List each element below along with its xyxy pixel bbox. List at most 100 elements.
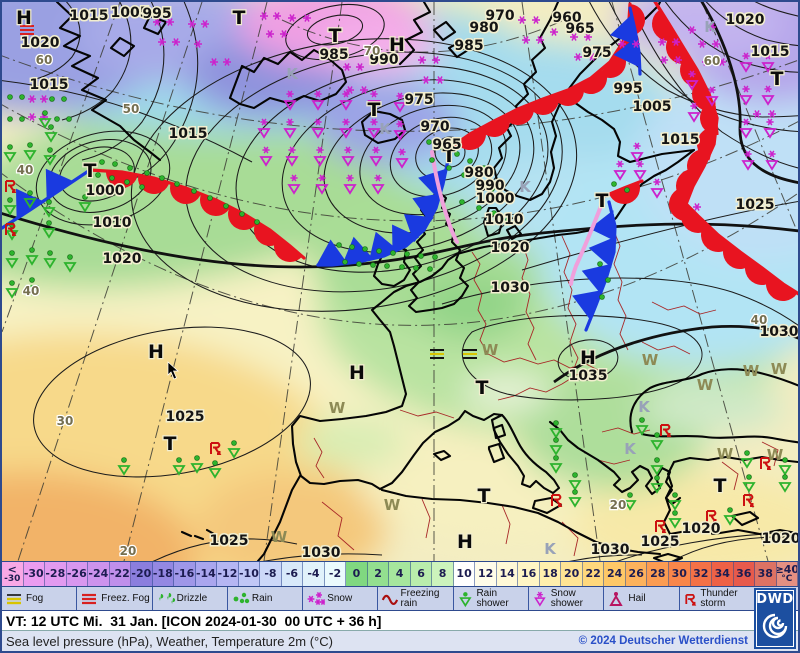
rain-symbol [782,474,788,480]
scale-cell: -22 [109,562,132,586]
rain-shower-symbol [23,190,37,209]
airmass-label-k: K [286,65,299,83]
snow-symbol [370,118,378,126]
scale-cell: 0 [346,562,368,586]
rain-symbol [7,116,13,122]
thunderstorm-symbol [551,494,563,507]
rain-symbol [47,147,53,153]
legend-label: Rain shower [476,587,509,609]
airmass-label-k: K [624,440,637,458]
snow-symbol [742,85,750,93]
airmass-label-k: K [704,18,717,36]
weather-fronts [2,2,798,332]
snow-symbol [768,150,776,158]
isobar-label: 960 [552,10,581,26]
snow-symbol [584,33,592,41]
shower-triangle [739,62,753,73]
rain-symbol [7,144,13,150]
snow-shower-symbol [741,150,755,171]
graticule-label: 70 [364,44,381,58]
snow-symbol [658,38,666,46]
snow-symbol [40,95,48,103]
dwd-spiral-icon [762,613,788,639]
legend-item-snow-shower: Snow shower [529,587,605,610]
snow-shower-symbol [393,120,407,141]
scale-cell: -12 [217,562,239,586]
snow-shower-symbol [395,148,409,169]
rain-symbol [231,440,237,446]
snow-symbol [518,16,526,24]
freezing-rain-icon [382,594,399,605]
snow-symbol [188,20,196,28]
rain-shower-symbol [740,450,754,469]
snow-shower-symbol [367,90,381,111]
shower-triangle [42,207,56,218]
rain-symbol [429,157,435,163]
rain-symbol [47,250,53,256]
mouse-cursor [167,361,179,380]
shower-triangle [739,128,753,139]
scale-cell: 8 [432,562,454,586]
snow-symbol [396,92,404,100]
rain-symbol [9,250,15,256]
scale-cell: -8 [260,562,282,586]
scale-cell: 28 [647,562,669,586]
snow-shower-symbol [765,150,779,171]
shower-triangle [343,184,357,195]
snow-symbol [273,12,281,20]
scale-cell: -24 [88,562,110,586]
validity-bar: VT: 12 UTC Mi. 31 Jan. [ICON 2024-01-30 … [2,610,798,630]
snow-symbol [742,52,750,60]
scale-cell: 30 [668,562,691,586]
rain-shower-symbol [38,110,52,129]
rain-symbol [404,251,410,257]
snow-symbol [574,53,582,61]
rain-symbol [446,165,452,171]
legend-item-fog: Fog [2,587,78,610]
snow-symbol [570,33,578,41]
shower-triangle [190,463,204,474]
weather-symbol-legend: Fog Freez. Fog Drizzle Rain Snow Freezing rai… [2,586,798,610]
snow-symbol [194,40,202,48]
scale-cell: 38 [755,562,777,586]
snow-symbol [28,113,36,121]
scale-cell: -16 [174,562,196,586]
isobar-label: 1000 [86,183,125,199]
snow-symbol [522,36,530,44]
scale-cell: 6 [410,562,433,586]
thunderstorm-symbol [655,520,667,533]
snow-symbol [396,120,404,128]
snow-symbol [672,38,680,46]
legend-label: Snow [327,592,353,604]
isobar-label: 985 [319,47,348,63]
isobar-label: 1005 [633,99,672,115]
shower-triangle [393,102,407,113]
surface-analysis-map[interactable]: H T T H T T T T T H H T H T T H T 1015 1005 995 1020 1015 1015… [2,2,798,561]
shower-triangle [549,463,563,474]
pressure-center-T: T [771,68,784,90]
shower-triangle [763,128,777,139]
snow-shower-icon [534,591,546,607]
shower-triangle [635,425,649,436]
shower-triangle [23,198,37,209]
snow-symbol [418,56,426,64]
graticule-label: 40 [17,163,34,177]
snow-symbol [360,86,368,94]
snow-shower-symbol [705,86,719,107]
snow-symbol [744,150,752,158]
rain-shower-symbol [549,437,563,456]
legend-label: Rain [251,592,273,604]
snow-symbol [653,178,661,186]
legend-item-rain-shower: Rain shower [454,587,530,610]
scale-cell: -18 [152,562,175,586]
rain-symbol [144,170,150,176]
rain-symbol [467,158,473,164]
snow-symbol [764,52,772,60]
scale-cell: -4 [303,562,325,586]
rain-symbol [418,253,424,259]
legend-label: Freezing rain [400,587,440,609]
shower-triangle [650,188,664,199]
snow-shower-symbol [739,85,753,106]
